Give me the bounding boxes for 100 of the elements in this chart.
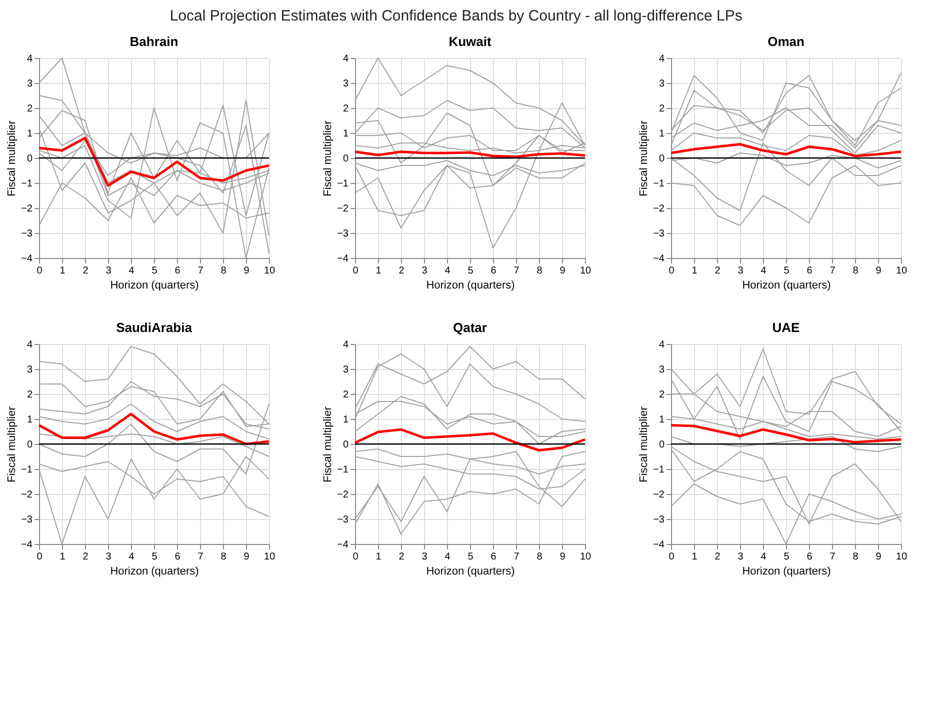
y-tick-label: 0: [658, 154, 665, 164]
x-tick-label: 4: [128, 266, 135, 276]
y-tick-label: 1: [26, 128, 33, 140]
y-axis-title: Fiscal multiplier: [6, 120, 18, 196]
y-tick-label: −3: [21, 228, 33, 240]
y-tick-label: −1: [653, 178, 665, 190]
x-tick-label: 2: [398, 266, 405, 276]
x-axis-title: Horizon (quarters): [742, 566, 831, 578]
x-tick-label: 4: [128, 552, 135, 562]
x-tick-label: 7: [514, 266, 520, 276]
y-tick-label: −3: [653, 514, 665, 526]
x-tick-label: 9: [876, 266, 882, 276]
x-tick-label: 7: [830, 266, 836, 276]
x-axis-title: Horizon (quarters): [742, 280, 831, 292]
x-tick-label: 2: [82, 552, 89, 562]
y-tick-label: 3: [342, 364, 349, 376]
x-tick-label: 3: [106, 266, 112, 276]
y-tick-label: 4: [342, 340, 349, 350]
x-tick-label: 7: [198, 266, 204, 276]
x-tick-label: 3: [106, 552, 112, 562]
x-tick-label: 6: [806, 552, 813, 562]
x-tick-label: 5: [468, 552, 474, 562]
x-tick-label: 10: [264, 552, 276, 562]
x-tick-label: 0: [352, 266, 359, 276]
y-tick-label: 3: [26, 364, 33, 376]
x-tick-label: 2: [714, 266, 721, 276]
y-tick-label: −1: [337, 178, 349, 190]
x-tick-label: 1: [692, 266, 698, 276]
x-tick-label: 5: [152, 552, 158, 562]
y-tick-label: 2: [342, 104, 349, 114]
y-tick-label: −1: [337, 464, 349, 476]
x-tick-label: 4: [760, 552, 767, 562]
y-tick-label: −2: [337, 490, 349, 500]
y-tick-label: −1: [21, 178, 33, 190]
y-tick-label: −3: [653, 228, 665, 240]
x-tick-label: 3: [738, 266, 744, 276]
y-tick-label: 1: [342, 128, 349, 140]
x-tick-label: 6: [174, 266, 181, 276]
y-tick-label: 4: [658, 340, 665, 350]
y-tick-label: −3: [21, 514, 33, 526]
y-tick-label: −3: [337, 228, 349, 240]
y-tick-label: 2: [342, 390, 349, 400]
x-tick-label: 5: [784, 552, 790, 562]
x-tick-label: 1: [60, 266, 66, 276]
x-axis-title: Horizon (quarters): [426, 566, 515, 578]
y-tick-label: −4: [21, 540, 33, 550]
x-tick-label: 1: [692, 552, 698, 562]
y-axis-title: Fiscal multiplier: [638, 120, 650, 196]
x-tick-label: 3: [738, 552, 744, 562]
y-tick-label: −4: [337, 540, 349, 550]
y-tick-label: 4: [26, 340, 33, 350]
x-tick-label: 9: [244, 552, 250, 562]
x-tick-label: 3: [422, 552, 428, 562]
y-tick-label: −2: [653, 490, 665, 500]
x-tick-label: 7: [198, 552, 204, 562]
y-tick-label: 0: [342, 440, 349, 450]
x-tick-label: 7: [830, 552, 836, 562]
x-axis-title: Horizon (quarters): [110, 280, 199, 292]
x-tick-label: 10: [264, 266, 276, 276]
x-tick-label: 9: [560, 266, 566, 276]
y-tick-label: 3: [26, 78, 33, 90]
x-axis-title: Horizon (quarters): [110, 566, 199, 578]
y-tick-label: −1: [21, 464, 33, 476]
y-tick-label: 2: [658, 390, 665, 400]
x-tick-label: 5: [784, 266, 790, 276]
x-tick-label: 1: [376, 552, 382, 562]
x-tick-label: 0: [668, 266, 675, 276]
y-axis-title: Fiscal multiplier: [322, 120, 334, 196]
y-tick-label: −4: [337, 254, 349, 264]
x-tick-label: 8: [220, 266, 227, 276]
y-tick-label: −4: [653, 540, 665, 550]
x-tick-label: 4: [444, 266, 451, 276]
x-tick-label: 5: [152, 266, 158, 276]
y-tick-label: −2: [337, 204, 349, 214]
y-tick-label: 2: [26, 104, 33, 114]
chart-title: UAE: [772, 320, 800, 335]
x-tick-label: 8: [852, 552, 859, 562]
x-tick-label: 4: [444, 552, 451, 562]
x-axis-title: Horizon (quarters): [426, 280, 515, 292]
y-axis-title: Fiscal multiplier: [6, 406, 18, 482]
x-tick-label: 4: [760, 266, 767, 276]
y-tick-label: −2: [653, 204, 665, 214]
x-tick-label: 8: [536, 552, 543, 562]
y-tick-label: −2: [21, 204, 33, 214]
x-tick-label: 10: [896, 266, 908, 276]
x-tick-label: 2: [398, 552, 405, 562]
y-tick-label: −3: [337, 514, 349, 526]
x-tick-label: 8: [852, 266, 859, 276]
x-tick-label: 6: [490, 552, 497, 562]
y-tick-label: 4: [658, 54, 665, 64]
chart-title: Qatar: [453, 320, 487, 335]
x-tick-label: 1: [376, 266, 382, 276]
x-tick-label: 6: [174, 552, 181, 562]
x-tick-label: 5: [468, 266, 474, 276]
x-tick-label: 8: [536, 266, 543, 276]
chart-title: Oman: [768, 34, 804, 49]
y-tick-label: 0: [658, 440, 665, 450]
chart-title: Kuwait: [448, 34, 492, 49]
chart-title: SaudiArabia: [116, 320, 193, 335]
chart-title: Bahrain: [130, 34, 178, 49]
